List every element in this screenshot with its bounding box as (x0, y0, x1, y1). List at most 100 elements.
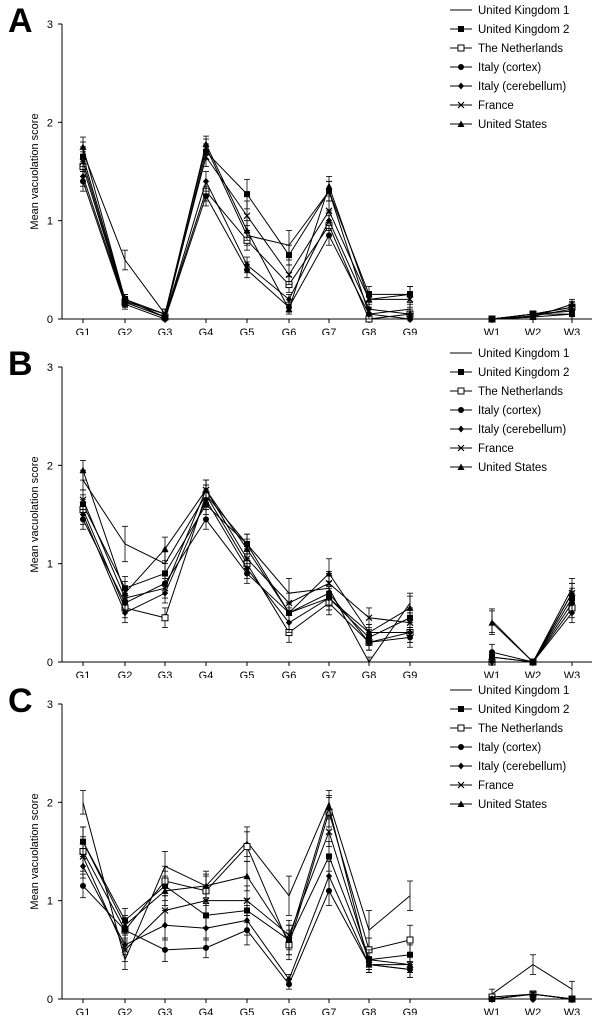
panel-a-legend-label-italy-cerebellum: Italy (cerebellum) (478, 81, 566, 93)
panel-b-series-united-kingdom-2-line-w (491, 597, 573, 663)
panel-a-x-tick-label: G6 (282, 327, 297, 335)
panel-a-x-tick-label: G2 (118, 327, 133, 335)
panel-b-series-united-states-point (365, 629, 373, 636)
panel-a-series-italy-cortex-point (203, 193, 209, 200)
panel-b-series-united-states-point (529, 658, 537, 665)
panel-c-series-united-kingdom-2-point (326, 853, 332, 860)
panel-c-y-tick-label: 1 (47, 896, 53, 908)
panel-a-series-italy-cerebellum-point (203, 177, 209, 185)
panel-c-series-italy-cerebellum-point (326, 872, 332, 880)
panel-a-legend-label-france: France (478, 100, 514, 112)
panel-c-y-tick-label: 3 (47, 699, 53, 711)
panel-a-series-united-states-point (243, 227, 251, 234)
panel-c-series-united-kingdom-1-line-w (491, 963, 573, 995)
panel-c-legend-marker-the-netherlands (457, 724, 465, 732)
panel-a-series-italy-cerebellum-point (244, 261, 250, 269)
chart-c: 0 1 2 3 Mean vacuolation score G1 G2 G3 G4 G5 G6 G7… (29, 685, 592, 1015)
panel-c-legend-label-france: France (478, 780, 514, 792)
panel-c-y-tick-label: 0 (47, 994, 53, 1006)
panel-c: 0 1 2 3 Mean vacuolation score G1 G2 G3 G4 G5 G6 G7… (0, 680, 600, 1015)
panel-b-series-italy-cortex-point (366, 639, 372, 646)
panel-b: 0 1 2 3 Mean vacuolation score G1 G2 G3 G4 G5 G6 G7… (0, 343, 600, 678)
panel-c-series-united-states-point (488, 995, 496, 1002)
panel-b-series-france-point (79, 496, 87, 504)
panel-a-legend-marker-france (457, 101, 465, 109)
panel-a-x-tick-label: G8 (362, 327, 377, 335)
panel-c-series-italy-cerebellum-point (286, 975, 292, 983)
panel-c-y-axis-label: Mean vacuolation score (29, 793, 41, 909)
panel-c-series-united-kingdom-1-line-g (82, 800, 411, 962)
panel-b-series-united-states-point (406, 604, 414, 611)
panel-a-series-italy-cerebellum-line-g (82, 176, 411, 318)
panel-c-x-tick-label: G5 (240, 1007, 255, 1015)
panel-a-series-france-point (285, 271, 293, 279)
panel-a-series-united-states-point (365, 295, 373, 303)
panel-b-legend-label-the-netherlands: The Netherlands (478, 386, 563, 398)
panel-a-series-united-kingdom-2-point (286, 252, 292, 259)
panel-c-legend-label-the-netherlands: The Netherlands (478, 723, 563, 735)
panel-b-series-france-point (365, 614, 373, 622)
panel-a-series-united-states-point (285, 305, 293, 313)
panel-c-x-tick-label: G8 (362, 1007, 377, 1015)
panel-b-x-tick-label: W2 (525, 670, 542, 678)
panel-b-x-tick-label: G1 (76, 670, 91, 678)
panel-b-series-united-states-point (79, 466, 87, 474)
panel-a-series-france-point (202, 153, 210, 161)
panel-b-series-united-states-point (325, 570, 333, 577)
panel-c-x-tick-label: G1 (76, 1007, 91, 1015)
panel-a-x-tick-label: W2 (525, 327, 542, 335)
panel-c-series-united-states-point (568, 995, 576, 1002)
panel-a-series-italy-cerebellum-point (80, 172, 86, 180)
panel-b-x-tick-label: G2 (118, 670, 133, 678)
panel-c-x-tick-label: G4 (199, 1007, 214, 1015)
panel-c-legend-marker-united-kingdom-2 (458, 706, 464, 712)
panel-c-x-tick-label: W2 (525, 1007, 542, 1015)
chart-b: 0 1 2 3 Mean vacuolation score G1 G2 G3 G4 G5 G6 G7… (29, 348, 592, 678)
panel-c-series-france-point (161, 907, 169, 914)
panel-c-series-united-states-point (529, 990, 537, 998)
panel-a-series-united-states-point (161, 310, 169, 318)
panel-a-series-italy-cortex-point (407, 316, 413, 322)
panel-a-series-united-states-point (202, 140, 210, 147)
panel-c-series-united-states-point (365, 961, 373, 968)
panel-b-x-tick-label: G8 (362, 670, 377, 678)
panel-b-x-tick-label: G9 (403, 670, 418, 678)
panel-c-letter: C (8, 682, 33, 720)
panel-a-legend-label-the-netherlands: The Netherlands (478, 43, 563, 55)
panel-b-legend-marker-united-states (457, 463, 465, 470)
panel-a-series-united-states-point (121, 295, 129, 303)
panel-c-legend-label-italy-cortex: Italy (cortex) (478, 742, 541, 754)
panel-a-legend-label-united-kingdom-1: United Kingdom 1 (478, 5, 569, 17)
panel-a-x-tick-label: G3 (158, 327, 173, 335)
panel-b-series-united-states-point (488, 619, 496, 626)
panel-a-series-united-states-point (529, 313, 537, 321)
panel-c-y-tick-label: 2 (47, 797, 53, 809)
panel-a-series-united-states-point (325, 182, 333, 190)
panel-a-legend-label-united-states: United States (478, 119, 547, 131)
panel-c-x-tick-label: W1 (484, 1007, 501, 1015)
panel-a-legend-marker-united-kingdom-2 (458, 26, 464, 32)
panel-c-x-tick-label: G3 (158, 1007, 173, 1015)
panel-c-series-france-point (202, 897, 210, 905)
panel-a-series-italy-cortex-point (326, 232, 332, 239)
panel-c-series-italy-cortex-point (162, 946, 168, 953)
panel-b-series-france-line-g (82, 488, 411, 624)
panel-c-x-tick-label: W3 (564, 1007, 581, 1015)
panel-a-y-tick-label: 3 (47, 19, 53, 31)
panel-b-series-france-point (406, 619, 414, 627)
panel-c-x-tick-label: G2 (118, 1007, 133, 1015)
panel-a-series-france-point (325, 207, 333, 215)
panel-a-series-italy-cerebellum-point (286, 295, 292, 303)
panel-b-legend-marker-united-kingdom-2 (458, 369, 464, 375)
panel-b-series-france-point (161, 584, 169, 592)
panel-a-legend-marker-united-states (457, 120, 465, 127)
panel-b-legend-label-france: France (478, 443, 514, 455)
panel-c-series-italy-cerebellum-point (244, 916, 250, 924)
panel-c-series-united-states-point (285, 936, 293, 943)
panel-a-x-tick-label: G4 (199, 327, 214, 335)
panel-b-letter: B (8, 345, 33, 383)
panel-a-series-united-states-point (79, 143, 87, 150)
panel-c-series-united-states-point (325, 803, 333, 811)
panel-b-series-united-states-point (202, 486, 210, 493)
panel-b-y-tick-label: 2 (47, 460, 53, 472)
